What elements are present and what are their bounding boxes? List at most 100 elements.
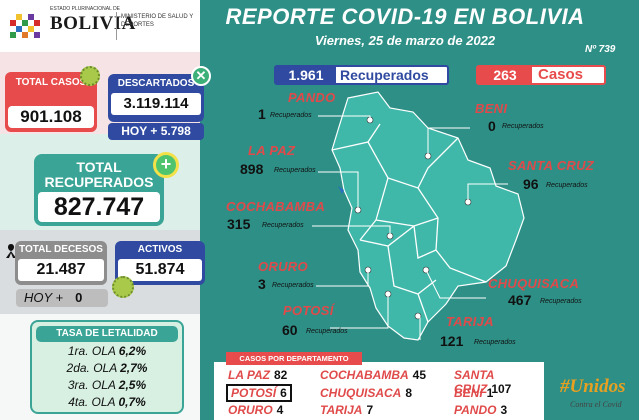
bolivia-map — [331, 91, 525, 341]
unidos-campaign-logo: #Unidos Contra el Covid — [556, 376, 636, 416]
daily-recuperados-pill: 1.961 Recuperados — [274, 65, 449, 85]
map-marker-tarija — [414, 312, 422, 320]
virus-icon — [112, 276, 134, 298]
table-cell: SANTA CRUZ 107 — [454, 368, 544, 396]
map-marker-oruro — [364, 266, 372, 274]
hoy-decesos-label: HOY + — [24, 290, 64, 305]
tasa-valor: 6,2% — [118, 344, 147, 358]
table-dept: CHUQUISACA — [320, 386, 402, 400]
report-date: Viernes, 25 de marzo de 2022 — [314, 33, 496, 48]
total-decesos-card: TOTAL DECESOS 21.487 — [15, 241, 107, 285]
dept-pando-sub: Recuperados — [270, 112, 312, 119]
tasa-row: 4ta. OLA 0,7% — [32, 395, 182, 409]
dept-tarija-value: 121 — [440, 333, 464, 349]
descartados-value: 3.119.114 — [111, 93, 201, 115]
tasa-valor: 2,7% — [120, 361, 148, 375]
descartados-card: DESCARTADOS 3.119.114 — [108, 74, 204, 122]
tasa-row: 2da. OLA 2,7% — [32, 361, 182, 375]
map-marker-santacruz — [464, 198, 472, 206]
map-marker-beni — [424, 152, 432, 160]
table-dept: LA PAZ — [228, 368, 270, 382]
hoy-descartados: HOY + 5.798 — [108, 123, 204, 140]
logo-small-text: ESTADO PLURINACIONAL DE — [50, 6, 121, 12]
map-marker-lapaz — [354, 206, 362, 214]
tasa-title: TASA DE LETALIDAD — [36, 326, 178, 342]
table-value: 3 — [500, 403, 508, 417]
table-value: 7 — [366, 403, 374, 417]
table-cell: CHUQUISACA 8 — [320, 386, 412, 400]
tasa-ola: 1ra. OLA — [67, 344, 116, 358]
map-marker-chuquisaca — [422, 266, 430, 274]
table-cell: BENI 1 — [454, 386, 493, 400]
total-decesos-label: TOTAL DECESOS — [19, 244, 103, 255]
table-value: 6 — [280, 386, 287, 400]
table-cell: COCHABAMBA 45 — [320, 368, 426, 382]
tasa-ola: 3ra. OLA — [67, 378, 116, 392]
total-recuperados-card: TOTAL RECUPERADOS 827.747 — [34, 154, 164, 226]
logo-big-text: BOLIVIA — [50, 13, 136, 34]
dept-oruro-value: 3 — [258, 276, 266, 292]
table-value: 45 — [412, 368, 427, 382]
tasa-valor: 0,7% — [118, 395, 146, 409]
descartados-label: DESCARTADOS — [117, 78, 195, 89]
dept-tarija-name: TARIJA — [446, 314, 494, 329]
table-dept: TARIJA — [320, 403, 363, 417]
table-value: 107 — [491, 382, 512, 396]
casos-table-title: CASOS POR DEPARTAMENTO — [226, 352, 362, 365]
table-cell: POTOSÍ 6 — [226, 384, 292, 402]
dept-potosi-name: POTOSÍ — [283, 303, 334, 318]
activos-value: 51.874 — [118, 259, 202, 281]
dept-beni-sub: Recuperados — [502, 123, 544, 130]
map-marker-pando — [366, 116, 374, 124]
dept-cochabamba-value: 315 — [227, 216, 251, 232]
table-dept: ORURO — [228, 403, 273, 417]
dept-santacruz-value: 96 — [523, 176, 539, 192]
page-title: REPORTE COVID-19 EN BOLIVIA — [225, 4, 585, 29]
dept-chuquisaca-value: 467 — [508, 292, 532, 308]
table-cell: ORURO 4 — [228, 403, 283, 417]
dept-oruro-name: ORURO — [258, 259, 308, 274]
tasa-ola: 2da. OLA — [66, 361, 117, 375]
dept-potosi-value: 60 — [282, 322, 298, 338]
hoy-decesos-value: 0 — [75, 290, 83, 305]
dept-beni-value: 0 — [488, 118, 496, 134]
table-dept: BENI — [454, 386, 483, 400]
dept-pando-value: 1 — [258, 106, 266, 122]
map-marker-potosi — [384, 290, 392, 298]
dept-tarija-sub: Recuperados — [474, 339, 516, 346]
total-casos-value: 901.108 — [8, 106, 94, 128]
total-recuperados-label: TOTAL RECUPERADOS — [44, 159, 154, 190]
dept-lapaz-sub: Recuperados — [274, 167, 316, 174]
total-recuperados-value: 827.747 — [38, 192, 160, 222]
plus-circle-icon: + — [153, 152, 179, 178]
daily-casos-label: Casos — [538, 66, 584, 83]
dept-cochabamba-name: COCHABAMBA — [226, 199, 326, 214]
tasa-row: 3ra. OLA 2,5% — [32, 378, 182, 392]
map-marker-cochabamba — [386, 232, 394, 240]
virus-icon — [80, 66, 100, 86]
logo-area: ESTADO PLURINACIONAL DE BOLIVIA MINISTER… — [0, 0, 200, 52]
tasa-row: 1ra. OLA 6,2% — [32, 344, 182, 358]
dept-potosi-sub: Recuperados — [306, 328, 348, 335]
dept-chuquisaca-sub: Recuperados — [540, 298, 582, 305]
table-dept: PANDO — [454, 403, 497, 417]
unidos-sub-text: Contra el Covid — [570, 400, 622, 409]
table-dept: SANTA CRUZ — [454, 368, 494, 396]
logo-divider — [116, 12, 117, 40]
table-value: 8 — [405, 386, 413, 400]
mourning-ribbon-icon — [6, 244, 16, 258]
hoy-decesos: HOY + 0 — [16, 289, 108, 307]
dept-chuquisaca-name: CHUQUISACA — [488, 276, 580, 291]
bolivia-emblem-icon — [8, 10, 42, 44]
report-number: Nº 739 — [585, 44, 616, 55]
dept-lapaz-name: LA PAZ — [248, 143, 296, 158]
daily-casos-value: 263 — [478, 67, 532, 83]
border-chuquisaca — [413, 225, 437, 259]
daily-recuperados-label: Recuperados — [340, 67, 429, 83]
casos-por-departamento-table: LA PAZ 82 COCHABAMBA 45 SANTA CRUZ 107 POTO… — [214, 362, 544, 420]
dept-cochabamba-sub: Recuperados — [262, 222, 304, 229]
daily-casos-pill: 263 Casos — [476, 65, 606, 85]
table-cell: PANDO 3 — [454, 403, 507, 417]
dept-lapaz-value: 898 — [240, 161, 264, 177]
activos-label: ACTIVOS — [137, 244, 183, 255]
